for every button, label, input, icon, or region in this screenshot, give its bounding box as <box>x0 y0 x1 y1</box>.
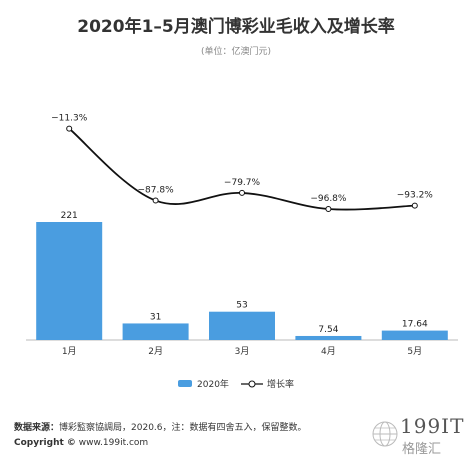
line-point-3 <box>239 189 245 196</box>
chart-title: 2020年1–5月澳门博彩业毛收入及增长率 <box>77 17 395 37</box>
legend-line-label: 增长率 <box>266 380 294 390</box>
x-tick-label-4: 4月 <box>321 346 336 357</box>
brand-text: 199IT <box>400 414 465 438</box>
copyright-text: www.199it.com <box>75 438 149 448</box>
brand-logo: 199IT 格隆汇 <box>370 412 466 458</box>
bar-5 <box>381 330 448 340</box>
watermark-text: 格隆汇 <box>402 442 442 457</box>
legend: 2020年 增长率 <box>0 377 472 390</box>
bar-2 <box>122 323 189 340</box>
legend-line-swatch <box>240 380 263 387</box>
line-point-2 <box>152 197 159 204</box>
x-tick-label-2: 2月 <box>148 346 163 357</box>
globe-icon <box>372 421 398 447</box>
legend-item-line: 增长率 <box>240 377 294 390</box>
x-tick-label-5: 5月 <box>407 346 422 357</box>
bar-4 <box>295 335 362 340</box>
bar-label-2: 31 <box>150 312 161 322</box>
line-point-4 <box>325 205 332 212</box>
x-tick-label-1: 1月 <box>62 346 77 357</box>
bar-label-3: 53 <box>236 301 247 311</box>
source-label: 数据来源： <box>14 423 60 433</box>
growth-rate-line <box>68 127 415 211</box>
source-text: 博彩監察協調局，2020.6，注：数据有四舍五入，保留整数。 <box>59 423 307 433</box>
copyright-note: Copyright © www.199it.com <box>14 438 148 448</box>
line-label-4: −96.8% <box>310 194 347 204</box>
legend-bar-swatch <box>178 380 193 387</box>
x-tick-label-3: 3月 <box>235 346 250 357</box>
legend-bar-label: 2020年 <box>197 380 229 390</box>
bar-label-5: 17.64 <box>402 320 428 330</box>
bar-1 <box>36 222 103 340</box>
line-label-3: −79.7% <box>224 178 261 188</box>
line-label-2: −87.8% <box>138 186 175 196</box>
bar-label-1: 221 <box>61 211 78 221</box>
line-label-5: −93.2% <box>397 191 434 201</box>
bar-label-4: 7.54 <box>318 325 338 335</box>
line-point-1 <box>66 125 73 132</box>
source-note: 数据来源：博彩監察協調局，2020.6，注：数据有四舍五入，保留整数。 <box>14 420 307 433</box>
chart-canvas: 221 1月 31 2月 53 3月 7.54 4月 17.64 5月 −11.3% −87.8% −7… <box>26 114 458 357</box>
line-point-5 <box>411 202 418 209</box>
chart-subtitle: (单位：亿澳门元) <box>200 47 272 57</box>
bar-3 <box>209 311 275 340</box>
legend-item-bar: 2020年 <box>178 377 229 390</box>
line-label-1: −11.3% <box>51 114 88 124</box>
copyright-label: Copyright © <box>14 438 76 448</box>
